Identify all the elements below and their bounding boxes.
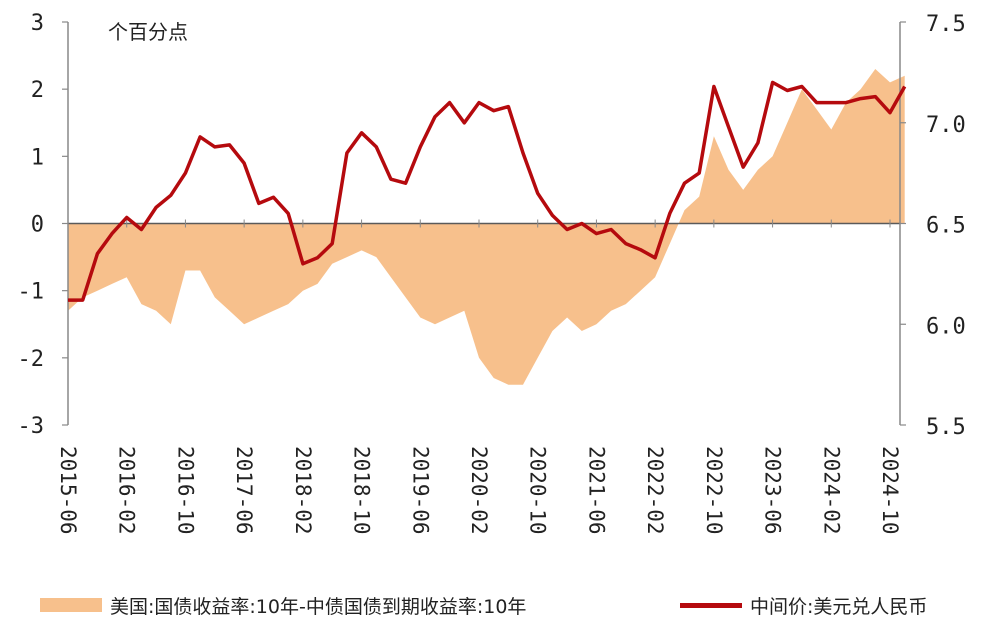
legend-item-fx: 中间价:美元兑人民币 xyxy=(680,590,927,620)
right-tick-label: 6.0 xyxy=(926,314,966,339)
legend-swatch-line xyxy=(680,602,742,608)
left-tick-label: 3 xyxy=(31,11,44,36)
series-line-fx xyxy=(68,80,907,302)
x-tick-label: 2022-02 xyxy=(643,446,667,535)
x-tick-label: 2018-02 xyxy=(291,446,315,535)
left-tick-label: 2 xyxy=(31,78,44,103)
series-area-spread xyxy=(68,69,905,385)
right-tick-label: 7.0 xyxy=(926,113,966,138)
left-tick-label: 0 xyxy=(31,213,44,238)
unit-label: 个百分点 xyxy=(108,20,188,44)
legend-label-spread: 美国:国债收益率:10年-中债国债到期收益率:10年 xyxy=(110,595,527,618)
x-tick-label: 2017-06 xyxy=(232,446,256,535)
right-tick-label: 7.5 xyxy=(926,12,966,37)
x-tick-label: 2016-10 xyxy=(173,446,197,535)
left-tick-label: -1 xyxy=(18,280,45,305)
x-tick-label: 2022-10 xyxy=(702,446,726,535)
x-tick-label: 2018-10 xyxy=(350,446,374,535)
right-tick-label: 6.5 xyxy=(926,214,966,239)
legend-item-spread: 美国:国债收益率:10年-中债国债到期收益率:10年 xyxy=(40,590,526,620)
legend-swatch-area xyxy=(40,598,102,612)
x-tick-label: 2019-06 xyxy=(408,446,432,535)
left-tick-label: -3 xyxy=(18,414,45,439)
x-tick-label: 2015-06 xyxy=(56,446,80,535)
x-tick-label: 2021-06 xyxy=(584,446,608,535)
legend-label-fx: 中间价:美元兑人民币 xyxy=(750,595,928,618)
x-tick-label: 2020-02 xyxy=(467,446,491,535)
x-tick-label: 2023-06 xyxy=(761,446,785,535)
x-tick-label: 2020-10 xyxy=(526,446,550,535)
x-tick-label: 2024-02 xyxy=(819,446,843,535)
x-tick-label: 2024-10 xyxy=(878,446,902,535)
x-tick-label: 2016-02 xyxy=(115,446,139,535)
right-tick-label: 5.5 xyxy=(926,415,966,440)
left-tick-label: -2 xyxy=(18,347,45,372)
left-tick-label: 1 xyxy=(31,145,44,170)
